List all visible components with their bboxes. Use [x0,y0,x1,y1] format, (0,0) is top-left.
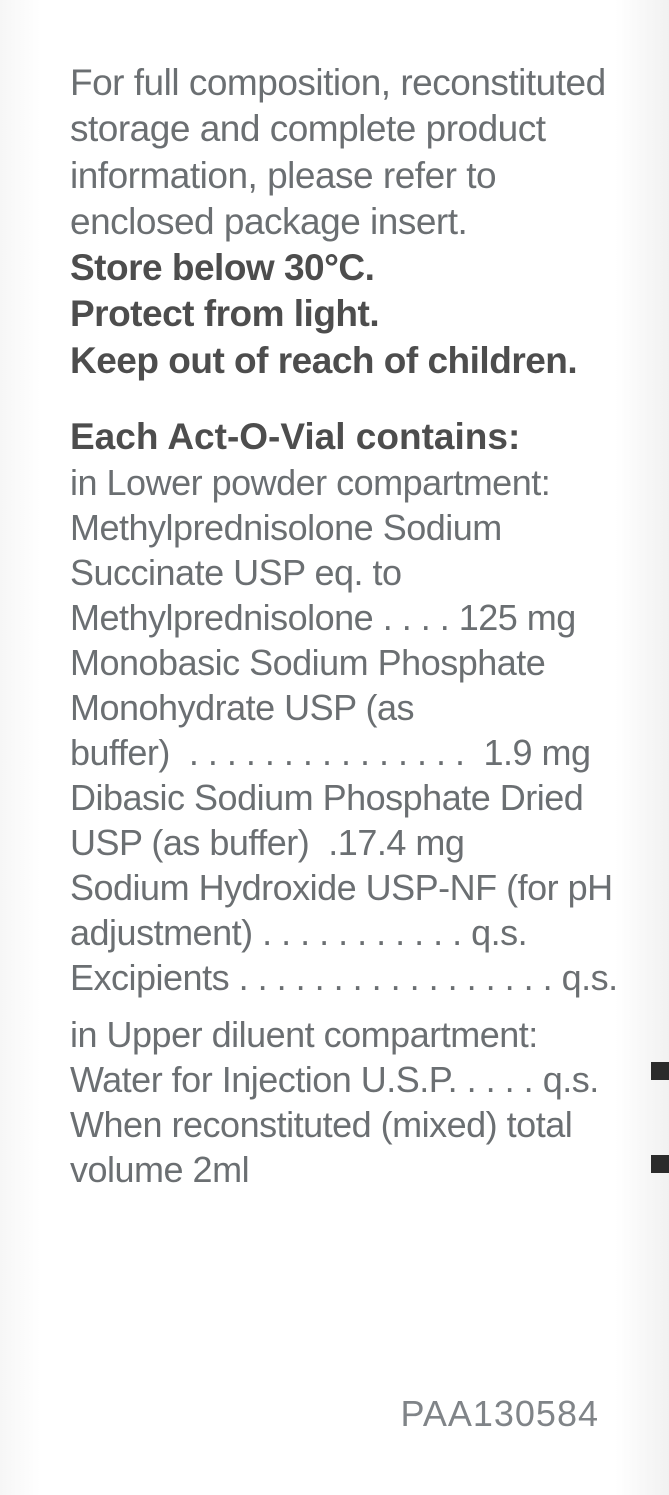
edge-mark-icon [651,1155,669,1173]
ingredient-row: Monobasic Sodium Phosphate Monohydrate U… [70,640,629,775]
ingredient-amount: 1.9 mg [483,732,590,773]
ingredient-amount: q.s. [543,1059,599,1100]
ingredient-row: Excipients . . . . . . . . . . . . . . .… [70,955,629,1000]
ingredient-row: Water for Injection U.S.P. . . . . q.s. [70,1057,629,1102]
lower-compartment-block: in Lower powder compartment: Methylpredn… [70,460,629,1000]
intro-text: For full composition, reconstituted stor… [70,60,629,245]
storage-line-3: Keep out of reach of children. [70,338,629,384]
ingredient-name: Sodium Hydroxide USP-NF (for pH adjustme… [70,867,613,953]
label-panel: For full composition, reconstituted stor… [0,0,669,1495]
upper-compartment-block: in Upper diluent compartment: Water for … [70,1012,629,1192]
ingredient-row: Dibasic Sodium Phosphate Dried USP (as b… [70,775,629,865]
product-code: PAA130584 [70,1393,629,1455]
storage-line-1: Store below 30°C. [70,245,629,291]
intro-block: For full composition, reconstituted stor… [70,60,629,384]
edge-mark-icon [651,1062,669,1080]
contains-heading: Each Act-O-Vial contains: [70,416,629,458]
ingredient-amount: 17.4 mg [338,822,465,863]
ingredient-name: Water for Injection U.S.P. [70,1059,457,1100]
ingredient-name: Monobasic Sodium Phosphate Monohydrate U… [70,642,545,773]
ingredient-name: Excipients [70,957,229,998]
ingredient-amount: 125 mg [459,597,576,638]
ingredient-amount: q.s. [471,912,527,953]
lower-intro: in Lower powder compartment: [70,460,629,505]
ingredient-amount: q.s. [562,957,618,998]
ingredient-name: Methylprednisolone Sodium Succinate USP … [70,507,502,638]
ingredient-row: Methylprednisolone Sodium Succinate USP … [70,505,629,640]
ingredient-name: Dibasic Sodium Phosphate Dried USP (as b… [70,777,583,863]
ingredient-row: Sodium Hydroxide USP-NF (for pH adjustme… [70,865,629,955]
upper-intro: in Upper diluent compartment: [70,1012,629,1057]
storage-line-2: Protect from light. [70,291,629,337]
reconstituted-note: When reconstituted (mixed) total volume … [70,1102,629,1192]
